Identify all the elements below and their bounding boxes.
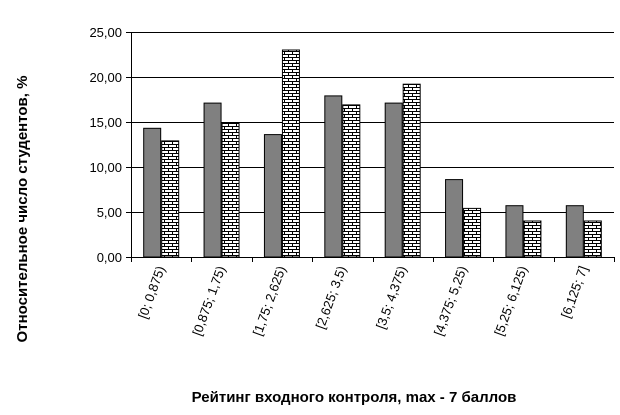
bar-series-2 bbox=[583, 220, 602, 258]
y-tick-labels: 0,00 5,00 10,00 15,00 20,00 25,00 bbox=[89, 25, 122, 265]
x-tick-label: [0,875; 1,75) bbox=[189, 264, 228, 338]
gridlines bbox=[131, 32, 614, 213]
bars bbox=[143, 49, 602, 258]
y-axis-title: Относительное число студентов, % bbox=[14, 76, 31, 343]
bar-series-2 bbox=[161, 140, 180, 258]
bar-series-2 bbox=[402, 83, 421, 258]
bar-series-2 bbox=[221, 122, 240, 258]
bar-series-2 bbox=[523, 220, 542, 258]
x-tick-label: [1,75; 2,625) bbox=[250, 264, 289, 338]
bar-series-2 bbox=[342, 104, 361, 258]
bar-series-1 bbox=[565, 205, 584, 258]
y-tick-label: 15,00 bbox=[89, 115, 122, 130]
y-tick-label: 25,00 bbox=[89, 25, 122, 40]
axes bbox=[126, 32, 615, 262]
x-axis-title: Рейтинг входного контроля, max - 7 балло… bbox=[192, 389, 517, 406]
bar-series-1 bbox=[445, 179, 464, 258]
bar-series-2 bbox=[463, 207, 482, 258]
y-tick-label: 10,00 bbox=[89, 160, 122, 175]
bar-series-2 bbox=[281, 49, 300, 258]
x-tick-label: [0; 0,875) bbox=[135, 264, 168, 321]
bar-series-1 bbox=[384, 102, 403, 258]
x-tick-label: [6,125; 7] bbox=[558, 264, 591, 320]
y-tick-label: 5,00 bbox=[97, 205, 122, 220]
y-tick-label: 20,00 bbox=[89, 70, 122, 85]
x-tick-label: [4,375; 5,25) bbox=[431, 264, 470, 338]
y-tick-label: 0,00 bbox=[97, 250, 122, 265]
bar-series-1 bbox=[505, 205, 524, 258]
x-tick-label: [2,625; 3,5) bbox=[313, 264, 350, 331]
x-tick-label: [3,5; 4,375) bbox=[373, 264, 410, 331]
bar-series-1 bbox=[203, 102, 222, 258]
x-tick-labels: [0; 0,875) [0,875; 1,75) [1,75; 2,625) [2,6… bbox=[135, 264, 591, 338]
bar-series-1 bbox=[263, 134, 282, 258]
bar-series-1 bbox=[324, 95, 343, 258]
x-tick-label: [5,25; 6,125) bbox=[491, 264, 530, 338]
bar-series-1 bbox=[143, 127, 162, 258]
